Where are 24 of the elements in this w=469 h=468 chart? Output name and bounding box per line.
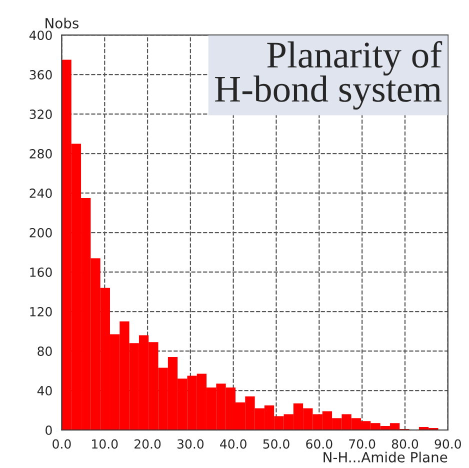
x-tick-label: 70.0: [349, 439, 376, 449]
y-tick-label: 120: [30, 307, 52, 316]
x-tick-label: 60.0: [306, 439, 332, 449]
x-tick-label: 80.0: [392, 439, 418, 449]
y-tick-label: 320: [30, 110, 52, 120]
x-tick-label: 50.0: [263, 439, 290, 449]
x-tick-label: 20.0: [134, 439, 161, 449]
x-tick-label: 0.0: [52, 439, 71, 449]
y-tick-label: 160: [30, 268, 52, 277]
y-tick-label: 360: [30, 70, 52, 80]
x-tick-label: 90.0: [434, 439, 461, 449]
y-tick-label: 80: [38, 346, 52, 356]
x-tick-label: 30.0: [177, 439, 204, 449]
y-tick-label: 400: [29, 30, 52, 40]
y-tick-label: 40: [37, 386, 52, 396]
text: Planarity of H-bond system: [215, 41, 442, 110]
y-tick-label: 280: [30, 149, 52, 158]
y-tick-label: 0: [46, 425, 52, 435]
y-tick-label: 240: [30, 188, 52, 198]
x-tick-label: 10.0: [92, 439, 118, 449]
y-axis-title: Nobs: [46, 18, 79, 28]
y-tick-label: 200: [30, 228, 52, 238]
x-tick-label: 40.0: [220, 439, 246, 449]
x-axis-title: N-H...Amide Plane: [324, 452, 448, 462]
